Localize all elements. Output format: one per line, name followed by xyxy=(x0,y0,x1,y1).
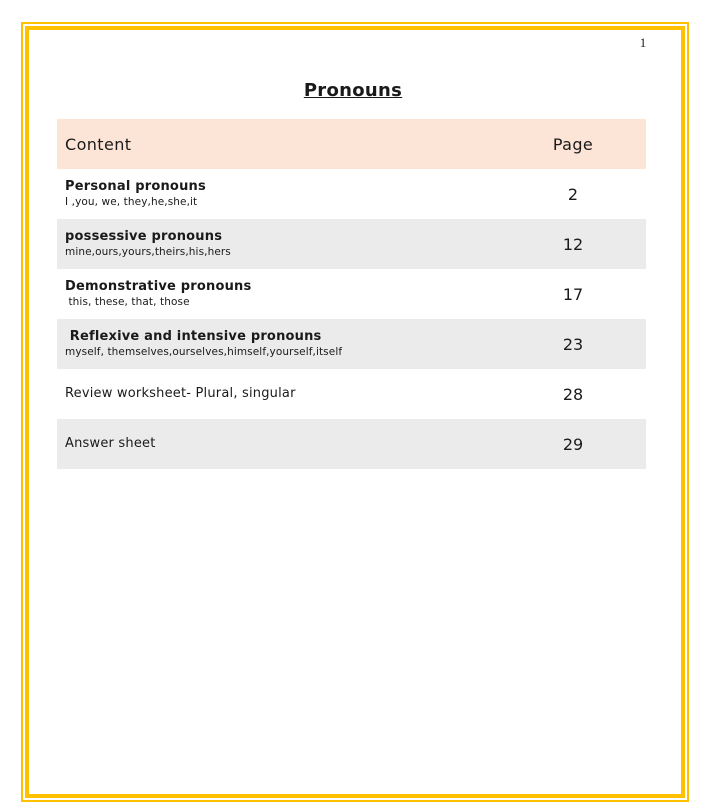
toc-entry-page-cell: 17 xyxy=(500,269,646,319)
toc-entry-page-cell: 23 xyxy=(500,319,646,369)
toc-entry: Reflexive and intensive pronouns myself,… xyxy=(57,319,500,369)
toc-entry: possessive pronouns mine,ours,yours,thei… xyxy=(57,219,500,269)
toc-row: Review worksheet- Plural, singular 28 xyxy=(57,369,646,419)
toc-entry-page-cell: 29 xyxy=(500,419,646,469)
toc-entry-title: Personal pronouns xyxy=(65,179,206,194)
table-of-contents: Content Page Personal pronouns I ,you, w… xyxy=(57,119,646,469)
toc-entry-title: Reflexive and intensive pronouns xyxy=(65,329,322,344)
toc-entry-subtitle: this, these, that, those xyxy=(65,296,190,308)
toc-entry: Personal pronouns I ,you, we, they,he,sh… xyxy=(57,169,500,219)
toc-entry-page-number: 28 xyxy=(562,384,584,404)
toc-entry-title: Answer sheet xyxy=(65,436,156,451)
toc-entry-page-cell: 28 xyxy=(500,369,646,419)
toc-row: Answer sheet 29 xyxy=(57,419,646,469)
toc-entry-title: Demonstrative pronouns xyxy=(65,279,252,294)
toc-row: Reflexive and intensive pronouns myself,… xyxy=(57,319,646,369)
toc-entry-page-number: 29 xyxy=(562,434,584,454)
toc-entry-page-number: 17 xyxy=(562,284,584,304)
toc-entry-page-cell: 12 xyxy=(500,219,646,269)
toc-entry: Review worksheet- Plural, singular xyxy=(57,369,500,419)
toc-entry: Answer sheet xyxy=(57,419,500,469)
toc-header-row: Content Page xyxy=(57,119,646,169)
toc-entry-page-cell: 2 xyxy=(500,169,646,219)
toc-row: Personal pronouns I ,you, we, they,he,sh… xyxy=(57,169,646,219)
content-column-header: Content xyxy=(65,134,132,154)
toc-rows: Personal pronouns I ,you, we, they,he,sh… xyxy=(57,169,646,469)
toc-row: possessive pronouns mine,ours,yours,thei… xyxy=(57,219,646,269)
page-title: Pronouns xyxy=(303,80,403,101)
toc-entry-page-number: 2 xyxy=(567,184,579,204)
toc-entry-page-number: 12 xyxy=(562,234,584,254)
toc-entry-subtitle: myself, themselves,ourselves,himself,you… xyxy=(65,346,343,358)
toc-entry-title: Review worksheet- Plural, singular xyxy=(65,386,296,401)
page-column-header: Page xyxy=(552,134,594,154)
page-number: 1 xyxy=(639,35,647,50)
toc-row: Demonstrative pronouns this, these, that… xyxy=(57,269,646,319)
toc-entry-page-number: 23 xyxy=(562,334,584,354)
toc-entry-title: possessive pronouns xyxy=(65,229,223,244)
toc-entry-subtitle: I ,you, we, they,he,she,it xyxy=(65,196,198,208)
toc-entry: Demonstrative pronouns this, these, that… xyxy=(57,269,500,319)
toc-entry-subtitle: mine,ours,yours,theirs,his,hers xyxy=(65,246,231,258)
